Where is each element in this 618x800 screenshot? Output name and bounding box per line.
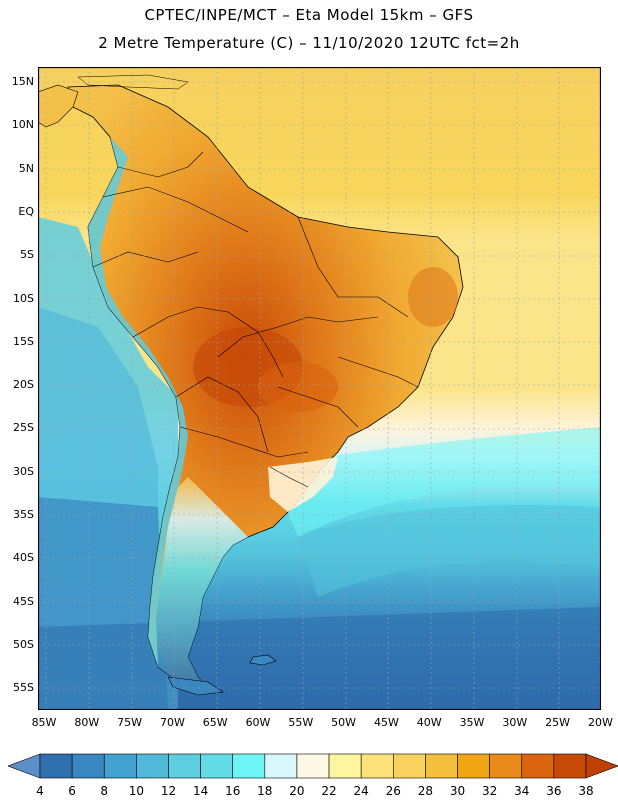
colorbar-box	[360, 753, 394, 779]
colorbar-label: 38	[578, 784, 594, 798]
colorbar-label: 28	[417, 784, 434, 798]
lat-label: EQ	[18, 204, 34, 218]
lon-label: 50W	[331, 716, 357, 729]
lon-label: 40W	[416, 716, 442, 729]
colorbar-label: 6	[68, 784, 76, 798]
lat-label: 10S	[13, 291, 34, 305]
lon-label: 30W	[502, 716, 528, 729]
colorbar-label: 4	[36, 784, 44, 798]
temperature-map	[38, 67, 601, 710]
colorbar-box	[489, 753, 523, 779]
colorbar-label: 14	[192, 784, 209, 798]
lat-label: 35S	[13, 508, 34, 521]
colorbar-label: 30	[449, 784, 466, 798]
lon-label: 80W	[74, 716, 100, 729]
colorbar-box	[136, 753, 169, 779]
lat-label: 10N	[11, 118, 34, 132]
colorbar-box	[328, 753, 362, 779]
colorbar-label: 36	[546, 784, 562, 798]
lon-label: 35W	[459, 716, 485, 729]
map-title: CPTEC/INPE/MCT – Eta Model 15km – GFS	[144, 6, 474, 24]
map-subtitle: 2 Metre Temperature (C) – 11/10/2020 12U…	[98, 34, 520, 52]
lat-label: 15N	[11, 75, 34, 88]
lat-lon-grid	[38, 67, 601, 710]
lon-label: 45W	[373, 716, 399, 729]
colorbar-label: 20	[289, 784, 305, 798]
colorbar-high-arrow	[585, 753, 618, 779]
colorbar-low-arrow	[8, 753, 41, 779]
lon-label: 75W	[117, 716, 143, 729]
lat-label: 30S	[13, 464, 34, 478]
colorbar-box	[553, 753, 587, 779]
lon-label: 25W	[545, 716, 571, 729]
lon-label: 70W	[159, 716, 185, 729]
colorbar-box	[392, 753, 426, 779]
colorbar-box	[264, 753, 298, 779]
colorbar-label: 34	[514, 784, 530, 798]
colorbar-box	[425, 753, 458, 779]
lon-label: 60W	[245, 716, 271, 729]
lon-label: 55W	[288, 716, 314, 729]
lat-label: 50S	[13, 637, 34, 651]
lat-label: 55S	[13, 681, 34, 695]
lat-label: 5S	[20, 248, 34, 262]
lon-label: 20W	[587, 716, 613, 729]
colorbar-label: 32	[482, 784, 498, 798]
colorbar-label: 18	[257, 784, 273, 798]
colorbar-box	[71, 753, 105, 779]
map-frame	[38, 67, 601, 710]
colorbar-label: 8	[100, 784, 109, 798]
lat-label: 45S	[13, 594, 34, 608]
falkland-islands	[249, 654, 277, 666]
lat-label: 5N	[18, 161, 34, 175]
colorbar-label: 26	[385, 784, 401, 798]
colorbar-label: 24	[353, 784, 369, 798]
colorbar-box	[457, 753, 490, 779]
colorbar-box	[296, 753, 330, 779]
lat-label: 15S	[13, 334, 34, 348]
colorbar-box	[232, 753, 266, 779]
colorbar-label: 16	[225, 784, 241, 798]
colorbar	[8, 753, 618, 779]
lon-label: 85W	[31, 716, 57, 729]
colorbar-box	[521, 753, 555, 779]
lat-label: 20S	[13, 378, 34, 392]
patagonia-region	[156, 477, 248, 687]
colorbar-box	[103, 753, 137, 779]
andes-cool-strip	[88, 137, 188, 667]
lat-label: 25S	[13, 421, 34, 435]
colorbar-box	[168, 753, 201, 779]
colorbar-box	[39, 753, 73, 779]
central-america-landmass	[38, 84, 79, 128]
lon-label: 65W	[202, 716, 228, 729]
colorbar-label: 12	[160, 784, 177, 798]
colorbar-label: 10	[128, 784, 144, 798]
colorbar-box	[200, 753, 234, 779]
lat-label: 40S	[13, 551, 34, 565]
colorbar-label: 22	[321, 784, 337, 798]
